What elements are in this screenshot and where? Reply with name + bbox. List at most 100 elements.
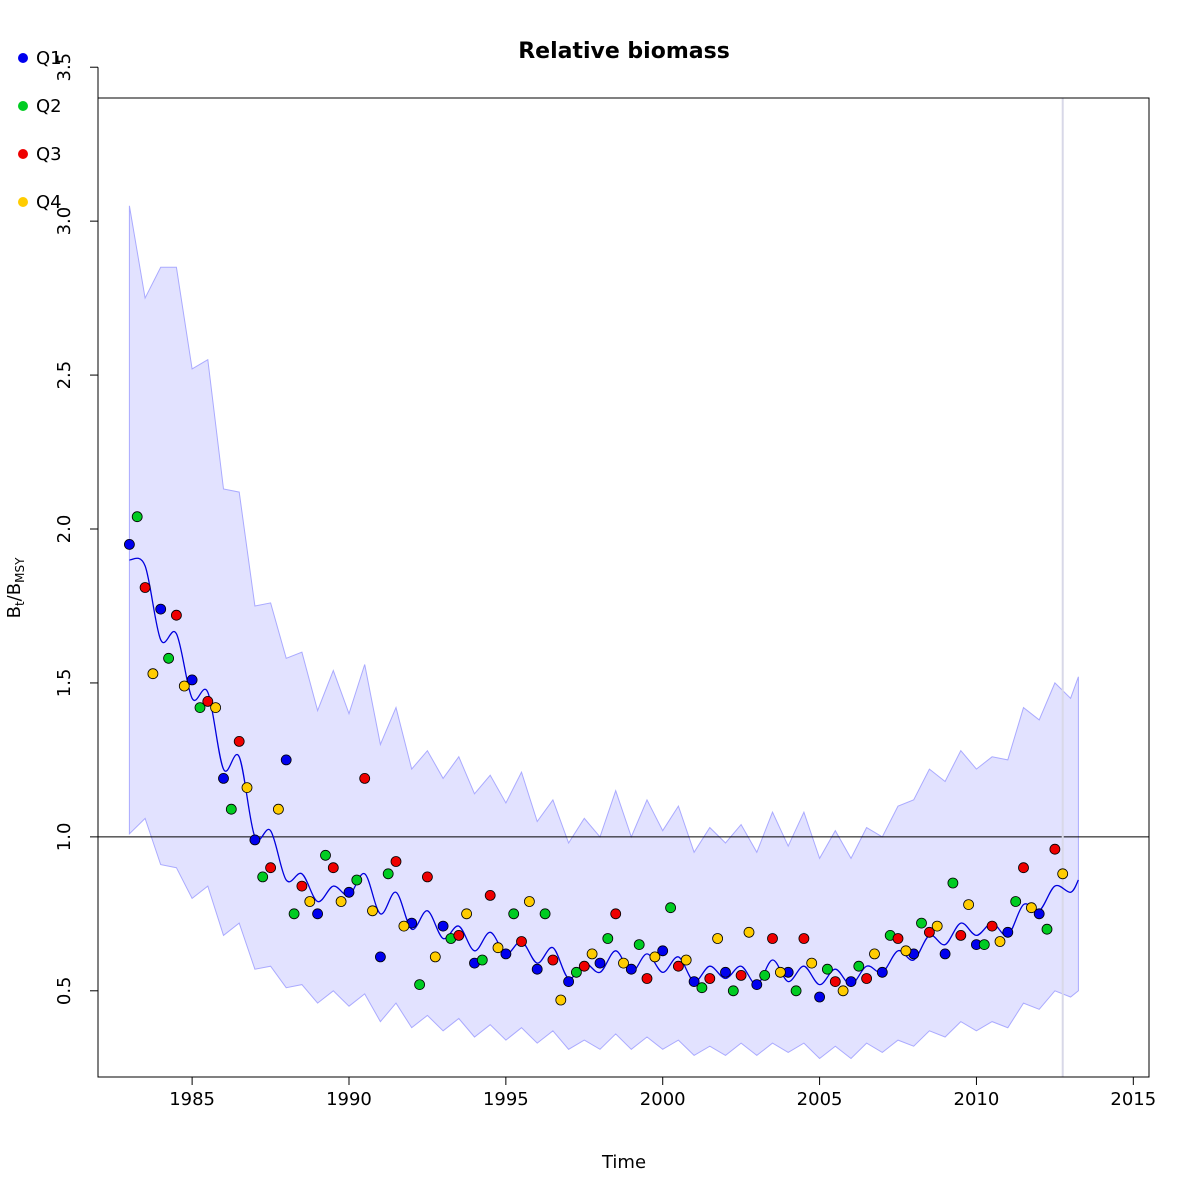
data-point-q1 — [186, 674, 198, 686]
data-point-q2 — [194, 702, 206, 713]
data-point-q4 — [210, 702, 222, 713]
x-tick-label: 2000 — [640, 1089, 686, 1110]
x-tick-label: 2005 — [797, 1089, 843, 1110]
data-point-q4 — [429, 951, 441, 963]
data-point-q1 — [374, 951, 386, 963]
data-point-q1 — [845, 976, 857, 987]
x-tick-label: 2010 — [954, 1089, 1000, 1110]
data-point-q3 — [265, 862, 277, 874]
data-point-q1 — [343, 886, 355, 898]
data-point-q4 — [994, 936, 1006, 947]
data-point-q3 — [484, 890, 496, 901]
chart-title: Relative biomass — [518, 39, 730, 64]
data-point-q4 — [806, 957, 818, 969]
data-point-q2 — [759, 970, 771, 981]
data-point-q4 — [743, 926, 755, 938]
data-point-q2 — [320, 849, 331, 861]
data-point-q2 — [476, 954, 488, 966]
data-point-q4 — [712, 933, 723, 944]
data-point-q2 — [257, 871, 269, 883]
data-point-q4 — [837, 985, 849, 997]
data-point-q4 — [618, 957, 629, 969]
legend-swatch-q4 — [18, 197, 28, 207]
y-tick-label: 3.5 — [54, 53, 75, 82]
data-point-q4 — [147, 668, 159, 680]
data-point-q3 — [892, 933, 904, 944]
data-point-q3 — [955, 930, 967, 941]
data-point-q3 — [986, 920, 998, 932]
legend-swatch-q1 — [18, 53, 28, 63]
data-point-q3 — [516, 936, 527, 947]
data-point-q2 — [539, 908, 551, 920]
data-point-q2 — [288, 908, 300, 920]
data-point-q3 — [1049, 843, 1061, 855]
data-point-q1 — [280, 754, 292, 766]
data-point-q4 — [1057, 868, 1069, 880]
y-tick-label: 3.0 — [54, 207, 75, 236]
data-point-q2 — [1010, 896, 1022, 907]
data-point-q4 — [555, 994, 567, 1006]
y-tick-label: 2.0 — [54, 515, 75, 544]
data-point-q2 — [947, 877, 959, 889]
data-point-q2 — [696, 982, 708, 994]
data-point-q4 — [775, 966, 786, 978]
data-point-q4 — [931, 920, 943, 932]
x-tick-label: 1995 — [483, 1089, 529, 1110]
data-point-q1 — [500, 948, 512, 960]
data-point-q1 — [249, 834, 261, 846]
data-point-q4 — [963, 899, 974, 910]
fit-line — [129, 557, 1079, 986]
data-point-q1 — [155, 603, 167, 615]
data-point-q3 — [421, 871, 433, 883]
data-point-q3 — [327, 862, 339, 874]
legend: Q1 Q2 Q3 Q4 — [18, 34, 62, 226]
data-point-q3 — [861, 973, 872, 984]
data-point-q2 — [571, 966, 582, 978]
data-point-q1 — [625, 963, 637, 975]
data-point-q1 — [218, 773, 229, 784]
data-point-q3 — [233, 736, 245, 747]
data-point-q2 — [163, 652, 175, 664]
legend-item-q2: Q2 — [18, 82, 62, 130]
data-point-q3 — [924, 926, 935, 938]
x-tick-label: 1990 — [326, 1089, 372, 1110]
legend-item-q1: Q1 — [18, 34, 62, 82]
data-point-q2 — [382, 868, 394, 880]
y-tick-label: 0.5 — [54, 976, 75, 1005]
data-point-q3 — [578, 960, 590, 972]
y-tick-label: 2.5 — [54, 361, 75, 390]
data-point-q4 — [367, 905, 378, 917]
data-point-q3 — [735, 970, 747, 981]
y-tick-label: 1.5 — [54, 669, 75, 698]
legend-swatch-q3 — [18, 149, 28, 159]
data-point-q3 — [170, 609, 182, 621]
confidence-band — [128, 205, 1079, 1060]
data-point-q3 — [390, 856, 402, 867]
data-point-q2 — [665, 902, 676, 914]
data-point-q1 — [312, 908, 324, 920]
data-point-q2 — [225, 803, 237, 815]
data-point-q2 — [790, 985, 802, 997]
data-point-q3 — [767, 933, 778, 944]
data-point-q1 — [1002, 926, 1014, 938]
data-point-q1 — [437, 920, 449, 932]
y-tick-label: 1.0 — [54, 823, 75, 852]
data-point-q2 — [131, 511, 143, 523]
data-point-q3 — [202, 696, 214, 707]
data-point-q3 — [641, 973, 653, 984]
data-point-q2 — [916, 917, 927, 929]
data-point-q2 — [1041, 923, 1053, 935]
data-point-q4 — [1026, 902, 1037, 914]
data-point-q1 — [657, 945, 669, 957]
data-point-q1 — [594, 957, 606, 969]
data-point-q2 — [602, 933, 614, 944]
axes: 1985 1990 1995 2000 2005 2010 2015 0.5 1.0 1.5 2.0… — [54, 53, 1156, 1110]
x-axis-label: Time — [601, 1152, 646, 1173]
data-point-q2 — [822, 963, 833, 975]
data-point-q1 — [876, 966, 888, 978]
data-point-q2 — [633, 939, 645, 950]
data-point-q2 — [508, 908, 520, 920]
legend-item-q3: Q3 — [18, 130, 62, 178]
data-point-q4 — [335, 896, 347, 907]
